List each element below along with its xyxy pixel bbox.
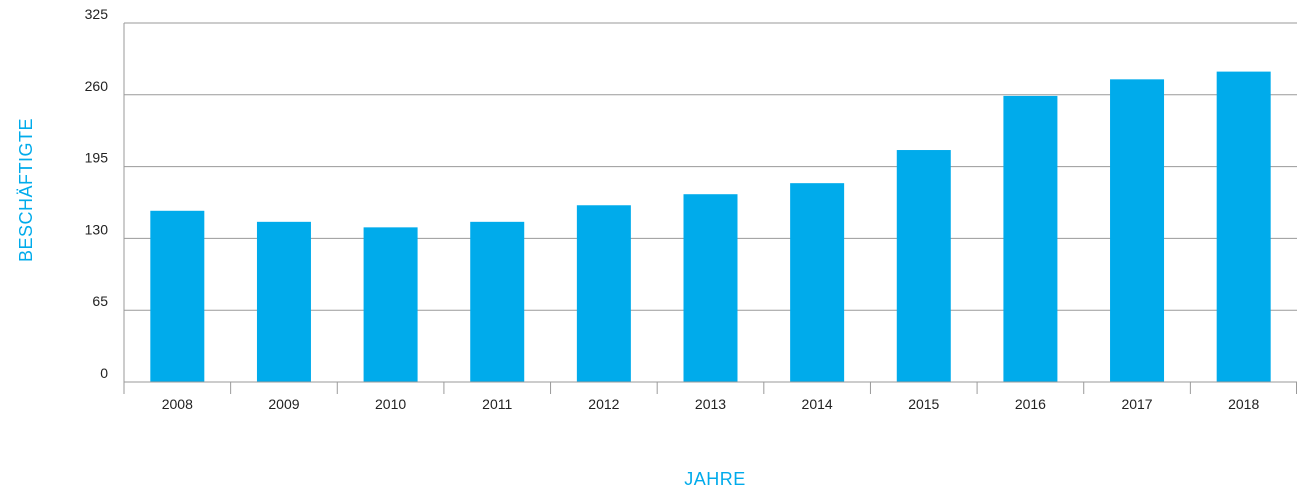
- grid-lines: [124, 22, 1297, 311]
- x-tick-labels: 2008 2009 2010 2011 2012 2013 2014 2015 2016 2017…: [162, 396, 1260, 412]
- bar-2013: [683, 194, 738, 382]
- x-tick-label: 2018: [1228, 396, 1259, 412]
- x-tick-label: 2014: [802, 396, 833, 412]
- bar-2012: [576, 205, 631, 382]
- x-tick-label: 2017: [1121, 396, 1152, 412]
- bar-2014: [790, 183, 845, 382]
- y-tick-label: 65: [92, 293, 108, 309]
- bar-2018: [1216, 71, 1271, 382]
- x-tick-label: 2010: [375, 396, 406, 412]
- axes: [123, 23, 1297, 394]
- x-tick-label: 2013: [695, 396, 726, 412]
- y-tick-label: 0: [100, 365, 108, 381]
- bars: [150, 71, 1271, 383]
- x-tick-label: 2009: [268, 396, 299, 412]
- bar-2011: [470, 221, 525, 382]
- x-tick-label: 2011: [482, 396, 512, 412]
- x-tick-label: 2008: [162, 396, 193, 412]
- x-tick-label: 2012: [588, 396, 619, 412]
- bar-2017: [1110, 79, 1165, 382]
- bar-2010: [363, 227, 418, 382]
- y-tick-label: 325: [85, 6, 109, 22]
- bar-2016: [1003, 95, 1058, 383]
- bar-2008: [150, 210, 205, 382]
- x-axis-title: JAHRE: [684, 469, 746, 487]
- y-tick-label: 195: [85, 150, 109, 166]
- bar-2015: [896, 150, 951, 382]
- x-tick-label: 2015: [908, 396, 939, 412]
- bar-2009: [256, 221, 311, 382]
- x-tick-label: 2016: [1015, 396, 1046, 412]
- y-tick-labels: 0 65 130 195 260 325: [85, 6, 109, 381]
- y-tick-label: 260: [85, 78, 109, 94]
- y-axis-title: BESCHÄFTIGTE: [16, 118, 36, 262]
- y-tick-label: 130: [85, 221, 109, 237]
